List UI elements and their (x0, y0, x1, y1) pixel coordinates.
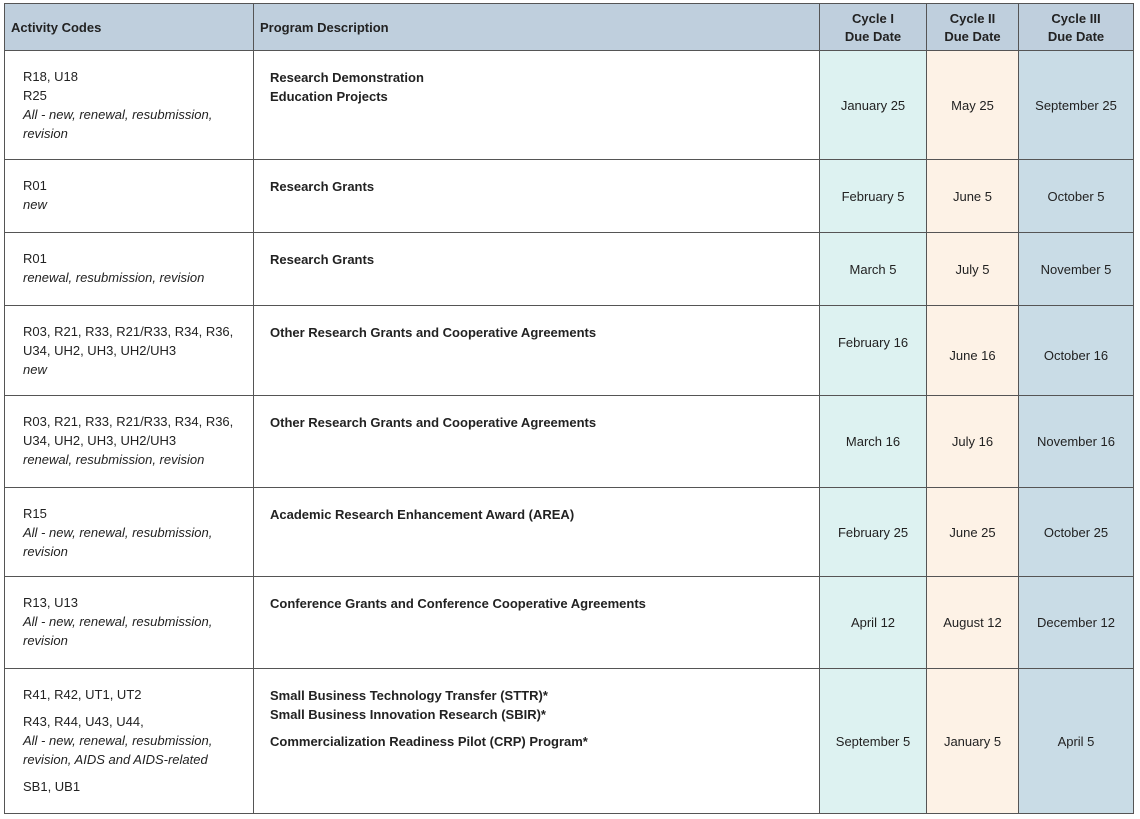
cycle-1-due-date: April 12 (819, 576, 927, 669)
program-description: Other Research Grants and Cooperative Ag… (270, 415, 597, 430)
activity-codes: R01 (23, 178, 47, 193)
cycle-1-due-date: September 5 (819, 668, 927, 814)
table-row: R01 renewal, resubmission, revision Rese… (4, 232, 1134, 306)
header-cycle-1-title: Cycle I (852, 11, 894, 26)
activity-codes: R41, R42, UT1, UT2 (23, 687, 142, 702)
spacer (23, 769, 247, 777)
due-date-table-container: Activity Codes Program Description Cycle… (4, 3, 1134, 814)
cycle-2-due-date: June 5 (926, 159, 1019, 233)
program-description: Research Demonstration (270, 70, 424, 85)
header-cycle-3-title: Cycle III (1051, 11, 1101, 26)
program-description-cell: Conference Grants and Conference Coopera… (253, 576, 820, 669)
header-program-description: Program Description (253, 3, 820, 51)
submission-scope: renewal, resubmission, revision (23, 452, 205, 467)
cycle-2-due-date: May 25 (926, 50, 1019, 160)
cycle-2-due-date: June 25 (926, 487, 1019, 577)
activity-codes: R43, R44, U43, U44, (23, 714, 144, 729)
cycle-3-due-date: December 12 (1018, 576, 1134, 669)
spacer (270, 724, 813, 732)
activity-codes: R15 (23, 506, 47, 521)
program-description: Commercialization Readiness Pilot (CRP) … (270, 734, 588, 749)
submission-scope: renewal, resubmission, revision (23, 270, 205, 285)
activity-codes: SB1, UB1 (23, 779, 81, 794)
cycle-1-due-date: March 5 (819, 232, 927, 306)
due-date-table: Activity Codes Program Description Cycle… (4, 3, 1134, 814)
cycle-2-due-date: August 12 (926, 576, 1019, 669)
program-description-cell: Research Grants (253, 159, 820, 233)
program-description-cell: Other Research Grants and Cooperative Ag… (253, 305, 820, 396)
cycle-3-due-date: November 16 (1018, 395, 1134, 488)
program-description: Conference Grants and Conference Coopera… (270, 596, 646, 611)
activity-codes-cell: R01 renewal, resubmission, revision (4, 232, 254, 306)
activity-codes-cell: R41, R42, UT1, UT2 R43, R44, U43, U44, A… (4, 668, 254, 814)
submission-scope: new (23, 197, 47, 212)
activity-codes-cell: R01 new (4, 159, 254, 233)
cycle-1-due-date: February 16 (819, 305, 927, 396)
table-row: R13, U13 All - new, renewal, resubmissio… (4, 576, 1134, 669)
cycle-2-due-date: January 5 (926, 668, 1019, 814)
program-description: Education Projects (270, 89, 388, 104)
program-description: Small Business Innovation Research (SBIR… (270, 707, 546, 722)
table-row: R01 new Research Grants February 5 June … (4, 159, 1134, 233)
activity-codes-cell: R18, U18 R25 All - new, renewal, resubmi… (4, 50, 254, 160)
activity-codes-cell: R03, R21, R33, R21/R33, R34, R36, U34, U… (4, 395, 254, 488)
program-description: Research Grants (270, 179, 375, 194)
activity-codes: R13, U13 (23, 595, 78, 610)
submission-scope: All - new, renewal, resubmission, revisi… (23, 733, 213, 767)
submission-scope: All - new, renewal, resubmission, revisi… (23, 525, 213, 559)
header-row: Activity Codes Program Description Cycle… (4, 3, 1134, 51)
activity-codes-cell: R13, U13 All - new, renewal, resubmissio… (4, 576, 254, 669)
submission-scope: All - new, renewal, resubmission, revisi… (23, 614, 213, 648)
header-cycle-3-subtitle: Due Date (1047, 29, 1105, 44)
activity-codes-cell: R03, R21, R33, R21/R33, R34, R36, U34, U… (4, 305, 254, 396)
cycle-2-due-date: June 16 (926, 305, 1019, 396)
header-cycle-1-subtitle: Due Date (844, 29, 902, 44)
cycle-3-due-date: October 25 (1018, 487, 1134, 577)
header-cycle-2-subtitle: Due Date (944, 29, 1001, 44)
program-description: Academic Research Enhancement Award (ARE… (270, 507, 575, 522)
cycle-3-due-date: September 25 (1018, 50, 1134, 160)
program-description: Other Research Grants and Cooperative Ag… (270, 325, 597, 340)
cycle-1-due-date: February 25 (819, 487, 927, 577)
activity-codes-cell: R15 All - new, renewal, resubmission, re… (4, 487, 254, 577)
program-description-cell: Small Business Technology Transfer (STTR… (253, 668, 820, 814)
activity-codes: R18, U18 (23, 69, 78, 84)
submission-scope: All - new, renewal, resubmission, revisi… (23, 107, 213, 141)
table-row: R18, U18 R25 All - new, renewal, resubmi… (4, 50, 1134, 160)
cycle-1-due-date: March 16 (819, 395, 927, 488)
cycle-3-due-date: April 5 (1018, 668, 1134, 814)
activity-codes: R03, R21, R33, R21/R33, R34, R36, U34, U… (23, 324, 234, 358)
program-description-cell: Research Grants (253, 232, 820, 306)
activity-codes: R01 (23, 251, 47, 266)
program-description: Small Business Technology Transfer (STTR… (270, 688, 548, 703)
cycle-2-due-date: July 16 (926, 395, 1019, 488)
spacer (23, 704, 247, 712)
table-row: R41, R42, UT1, UT2 R43, R44, U43, U44, A… (4, 668, 1134, 814)
table-row: R03, R21, R33, R21/R33, R34, R36, U34, U… (4, 305, 1134, 396)
table-row: R15 All - new, renewal, resubmission, re… (4, 487, 1134, 577)
program-description-cell: Academic Research Enhancement Award (ARE… (253, 487, 820, 577)
header-cycle-2: Cycle II Due Date (926, 3, 1019, 51)
header-cycle-3: Cycle III Due Date (1018, 3, 1134, 51)
activity-codes: R25 (23, 88, 47, 103)
cycle-3-due-date: October 16 (1018, 305, 1134, 396)
cycle-1-due-date: January 25 (819, 50, 927, 160)
cycle-3-due-date: November 5 (1018, 232, 1134, 306)
activity-codes: R03, R21, R33, R21/R33, R34, R36, U34, U… (23, 414, 234, 448)
header-cycle-1: Cycle I Due Date (819, 3, 927, 51)
program-description-cell: Other Research Grants and Cooperative Ag… (253, 395, 820, 488)
submission-scope: new (23, 362, 47, 377)
program-description: Research Grants (270, 252, 375, 267)
cycle-2-due-date: July 5 (926, 232, 1019, 306)
program-description-cell: Research Demonstration Education Project… (253, 50, 820, 160)
table-row: R03, R21, R33, R21/R33, R34, R36, U34, U… (4, 395, 1134, 488)
header-cycle-2-title: Cycle II (949, 11, 996, 26)
cycle-1-due-date: February 5 (819, 159, 927, 233)
cycle-3-due-date: October 5 (1018, 159, 1134, 233)
header-activity-codes: Activity Codes (4, 3, 254, 51)
